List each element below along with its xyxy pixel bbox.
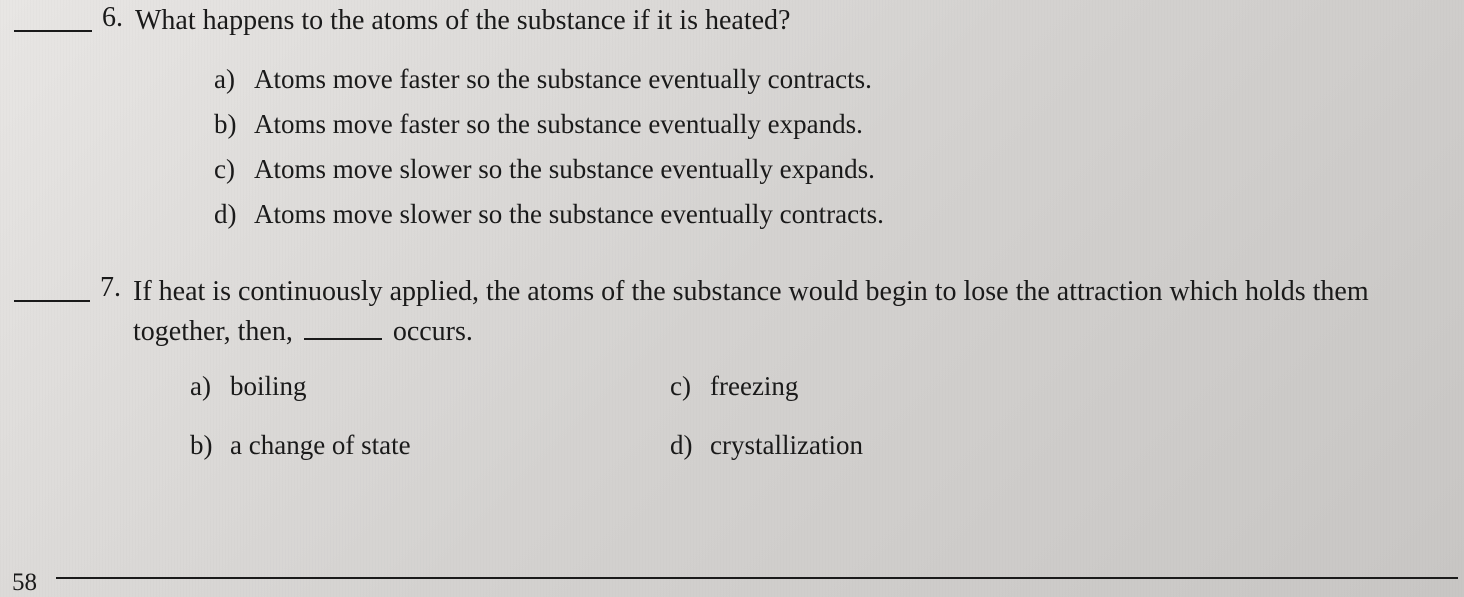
q7-option-c[interactable]: c) freezing	[670, 371, 1454, 402]
q6-option-c[interactable]: c) Atoms move slower so the substance ev…	[214, 154, 1454, 185]
option-text: crystallization	[710, 430, 863, 461]
q7-option-d[interactable]: d) crystallization	[670, 430, 1454, 461]
option-letter: a)	[214, 64, 254, 95]
option-text: freezing	[710, 371, 798, 402]
option-letter: c)	[214, 154, 254, 185]
page-divider	[56, 577, 1458, 579]
option-text: a change of state	[230, 430, 411, 461]
page-number: 58	[12, 569, 37, 597]
question-stem: What happens to the atoms of the substan…	[135, 2, 790, 40]
q7-option-a[interactable]: a) boiling	[190, 371, 670, 402]
option-text: Atoms move faster so the substance event…	[254, 109, 863, 140]
option-letter: d)	[670, 430, 710, 461]
fill-blank[interactable]	[304, 322, 382, 340]
option-text: boiling	[230, 371, 307, 402]
q6-options: a) Atoms move faster so the substance ev…	[214, 64, 1454, 230]
option-letter: b)	[214, 109, 254, 140]
q6-option-d[interactable]: d) Atoms move slower so the substance ev…	[214, 199, 1454, 230]
question-number: 7.	[100, 272, 121, 304]
question-6: 6. What happens to the atoms of the subs…	[14, 2, 1454, 40]
question-number: 6.	[102, 2, 123, 34]
option-letter: a)	[190, 371, 230, 402]
option-letter: c)	[670, 371, 710, 402]
option-letter: d)	[214, 199, 254, 230]
q7-option-b[interactable]: b) a change of state	[190, 430, 670, 461]
answer-blank-q7[interactable]	[14, 278, 90, 302]
q6-option-b[interactable]: b) Atoms move faster so the substance ev…	[214, 109, 1454, 140]
stem-part2: occurs.	[393, 316, 473, 347]
q6-option-a[interactable]: a) Atoms move faster so the substance ev…	[214, 64, 1454, 95]
option-text: Atoms move slower so the substance event…	[254, 154, 875, 185]
question-7: 7. If heat is continuously applied, the …	[14, 272, 1454, 353]
option-letter: b)	[190, 430, 230, 461]
answer-blank-q6[interactable]	[14, 8, 92, 32]
option-text: Atoms move faster so the substance event…	[254, 64, 872, 95]
q7-options: a) boiling c) freezing b) a change of st…	[190, 371, 1454, 475]
worksheet-page: 6. What happens to the atoms of the subs…	[0, 0, 1464, 475]
option-text: Atoms move slower so the substance event…	[254, 199, 884, 230]
question-stem: If heat is continuously applied, the ato…	[133, 276, 1369, 348]
